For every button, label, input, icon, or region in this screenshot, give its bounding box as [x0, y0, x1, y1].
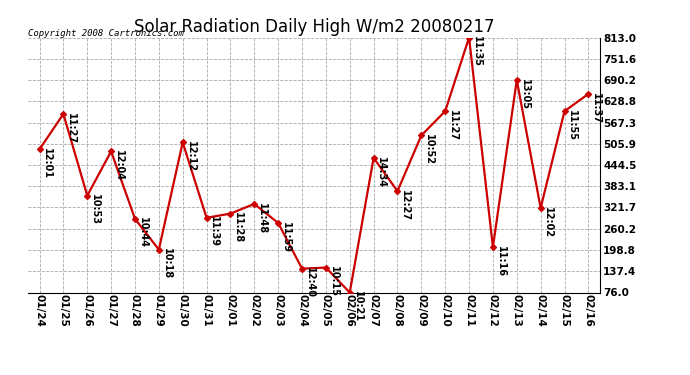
Text: 10:18: 10:18 [161, 248, 172, 279]
Text: 10:15: 10:15 [328, 266, 339, 297]
Text: 11:27: 11:27 [448, 110, 458, 141]
Text: 11:59: 11:59 [281, 222, 291, 253]
Text: 12:40: 12:40 [305, 267, 315, 298]
Text: 11:35: 11:35 [472, 36, 482, 67]
Text: 10:53: 10:53 [90, 194, 100, 225]
Text: 12:01: 12:01 [42, 148, 52, 179]
Text: 14:34: 14:34 [376, 156, 386, 188]
Text: 12:12: 12:12 [186, 141, 195, 172]
Text: 11:55: 11:55 [567, 110, 578, 141]
Text: 11:39: 11:39 [209, 216, 219, 248]
Text: 11:48: 11:48 [257, 202, 267, 234]
Text: 13:05: 13:05 [520, 79, 529, 110]
Text: 11:37: 11:37 [591, 93, 601, 123]
Text: 10:52: 10:52 [424, 134, 434, 165]
Text: 11:16: 11:16 [495, 246, 506, 277]
Text: 10:44: 10:44 [138, 217, 148, 248]
Text: 11:28: 11:28 [233, 212, 243, 243]
Text: Copyright 2008 Cartronics.com: Copyright 2008 Cartronics.com [28, 28, 184, 38]
Text: 12:04: 12:04 [114, 150, 124, 181]
Title: Solar Radiation Daily High W/m2 20080217: Solar Radiation Daily High W/m2 20080217 [134, 18, 494, 36]
Text: 12:27: 12:27 [400, 190, 411, 221]
Text: 12:02: 12:02 [544, 207, 553, 238]
Text: 10:21: 10:21 [353, 291, 362, 322]
Text: 11:27: 11:27 [66, 112, 76, 144]
